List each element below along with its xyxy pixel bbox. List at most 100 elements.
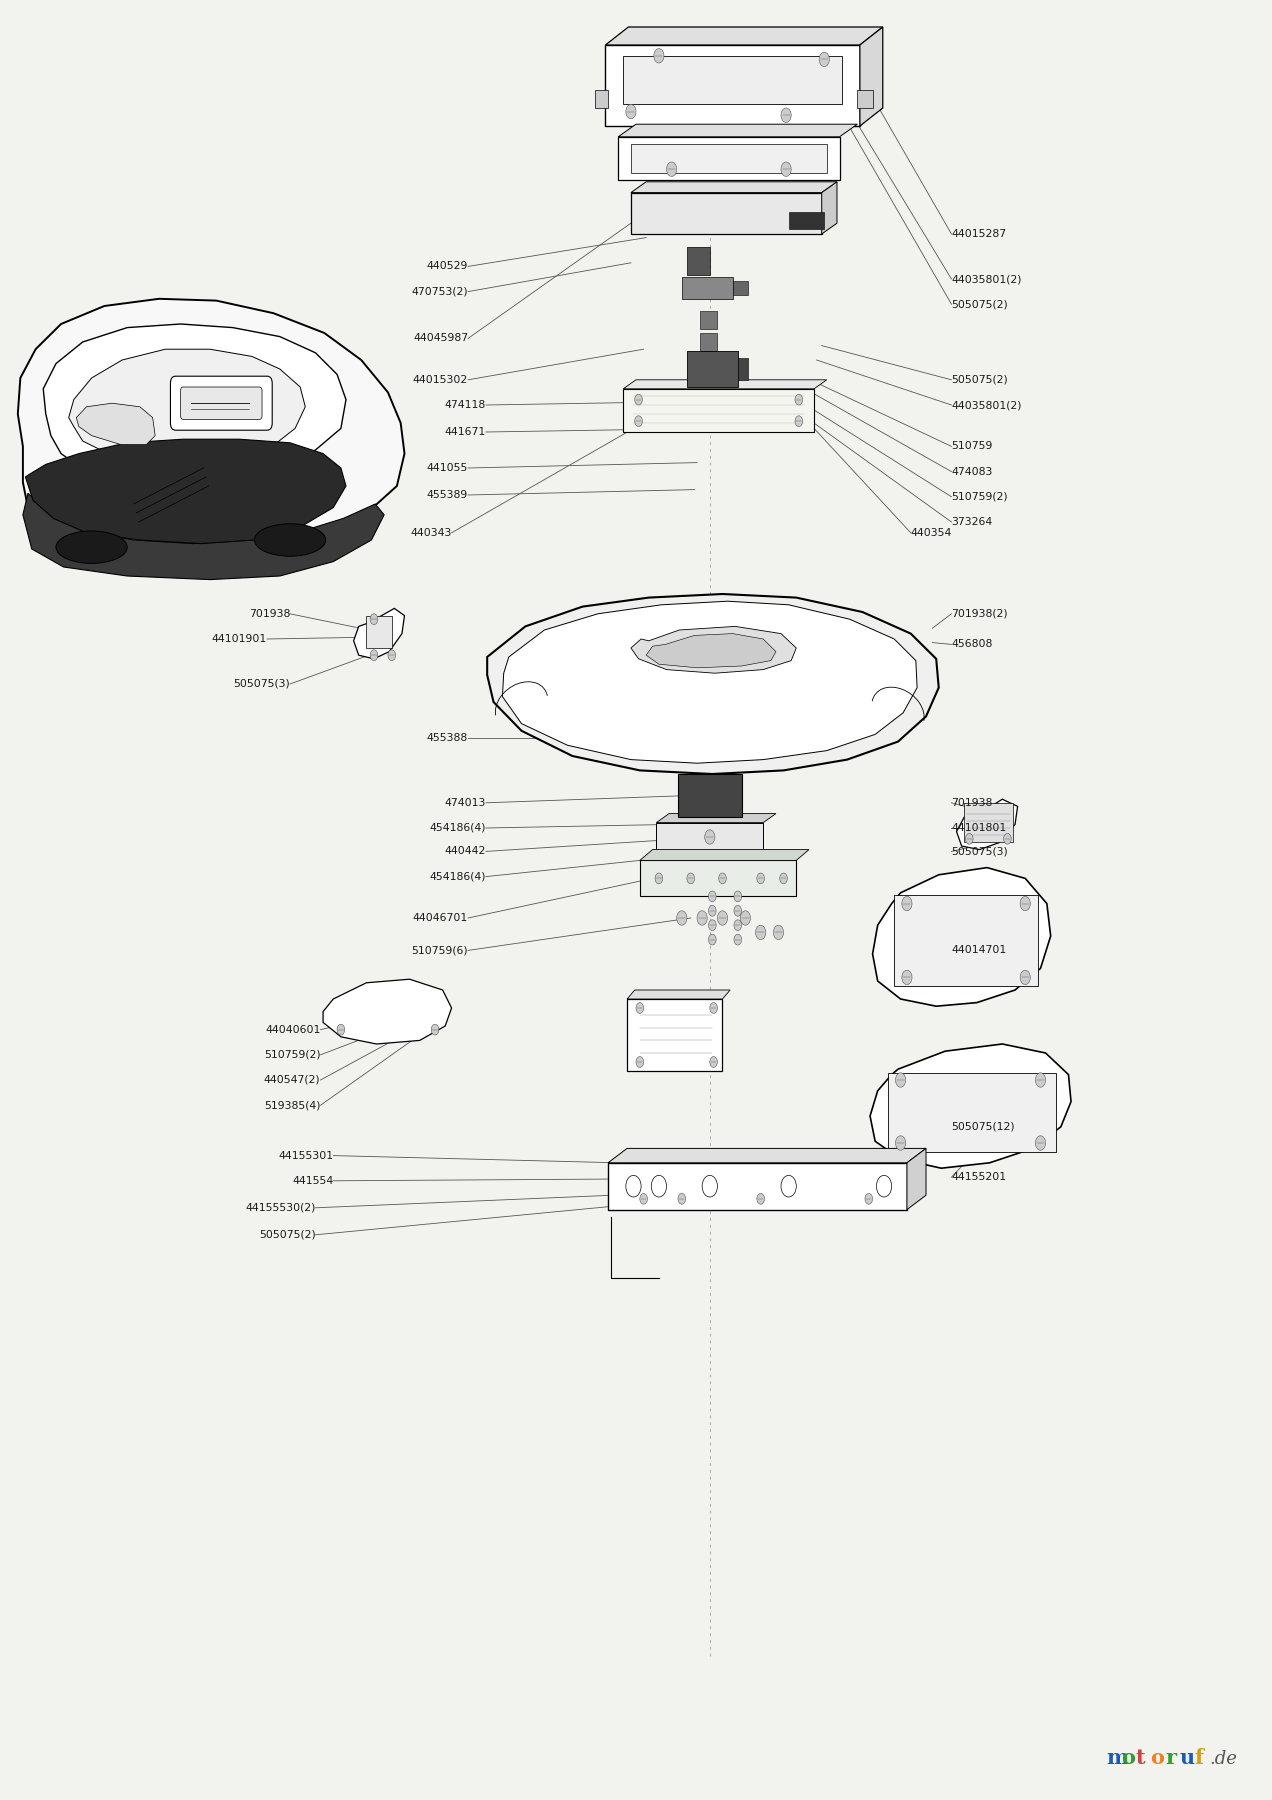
Circle shape <box>636 1003 644 1013</box>
Polygon shape <box>631 182 837 193</box>
Text: 454186(4): 454186(4) <box>430 823 486 833</box>
Text: 44101901: 44101901 <box>212 634 267 644</box>
Text: 505075(2): 505075(2) <box>951 299 1009 310</box>
Text: 44155301: 44155301 <box>279 1150 333 1161</box>
Circle shape <box>780 873 787 884</box>
Text: 455389: 455389 <box>427 490 468 500</box>
Circle shape <box>337 1024 345 1035</box>
Circle shape <box>717 911 728 925</box>
Text: 701938: 701938 <box>248 608 290 619</box>
Text: 44015302: 44015302 <box>413 374 468 385</box>
Circle shape <box>370 614 378 625</box>
Circle shape <box>651 1175 667 1197</box>
Text: 470753(2): 470753(2) <box>411 286 468 297</box>
Text: .de: .de <box>1208 1750 1236 1768</box>
Circle shape <box>710 1003 717 1013</box>
Circle shape <box>687 873 695 884</box>
Polygon shape <box>789 212 824 229</box>
Polygon shape <box>700 333 717 351</box>
Text: 44035801(2): 44035801(2) <box>951 274 1021 284</box>
Circle shape <box>795 416 803 427</box>
Polygon shape <box>627 999 722 1071</box>
Text: 510759(6): 510759(6) <box>411 945 468 956</box>
Circle shape <box>677 911 687 925</box>
Circle shape <box>370 650 378 661</box>
Circle shape <box>740 911 750 925</box>
Circle shape <box>697 911 707 925</box>
Text: 44040601: 44040601 <box>265 1024 321 1035</box>
Text: 44046701: 44046701 <box>413 913 468 923</box>
FancyBboxPatch shape <box>170 376 272 430</box>
Circle shape <box>1035 1136 1046 1150</box>
Circle shape <box>865 1193 873 1204</box>
Circle shape <box>626 1175 641 1197</box>
Text: t: t <box>1136 1748 1146 1768</box>
Circle shape <box>734 905 742 916</box>
Polygon shape <box>964 803 1013 842</box>
Circle shape <box>709 891 716 902</box>
Polygon shape <box>640 860 796 896</box>
Text: 505075(2): 505075(2) <box>258 1229 315 1240</box>
Text: 441554: 441554 <box>293 1175 333 1186</box>
Circle shape <box>431 1024 439 1035</box>
Text: 44035801(2): 44035801(2) <box>951 400 1021 410</box>
Text: 440343: 440343 <box>410 527 452 538</box>
Text: 440547(2): 440547(2) <box>263 1075 321 1085</box>
Polygon shape <box>608 1148 926 1163</box>
Circle shape <box>1020 970 1030 985</box>
Polygon shape <box>631 193 822 234</box>
Circle shape <box>1020 896 1030 911</box>
Text: 440529: 440529 <box>426 261 468 272</box>
Circle shape <box>895 1136 906 1150</box>
Circle shape <box>819 52 829 67</box>
Circle shape <box>781 108 791 122</box>
Circle shape <box>702 1175 717 1197</box>
Circle shape <box>640 1193 647 1204</box>
Circle shape <box>757 1193 764 1204</box>
Polygon shape <box>608 1163 907 1210</box>
Polygon shape <box>323 979 452 1044</box>
Text: 510759(2): 510759(2) <box>263 1049 321 1060</box>
Circle shape <box>757 873 764 884</box>
Polygon shape <box>873 868 1051 1006</box>
Polygon shape <box>894 895 1038 986</box>
Text: 441671: 441671 <box>445 427 486 437</box>
Text: 44101801: 44101801 <box>951 823 1006 833</box>
Polygon shape <box>656 823 763 851</box>
Polygon shape <box>700 311 717 329</box>
Circle shape <box>734 891 742 902</box>
Ellipse shape <box>254 524 326 556</box>
Polygon shape <box>354 608 404 659</box>
Polygon shape <box>23 493 384 580</box>
Circle shape <box>719 873 726 884</box>
Circle shape <box>654 49 664 63</box>
Polygon shape <box>738 358 748 380</box>
Polygon shape <box>618 137 840 180</box>
Circle shape <box>895 1073 906 1087</box>
Circle shape <box>1004 833 1011 844</box>
Circle shape <box>705 830 715 844</box>
Text: 44155530(2): 44155530(2) <box>245 1202 315 1213</box>
Polygon shape <box>656 814 776 823</box>
Polygon shape <box>69 349 305 464</box>
Polygon shape <box>623 56 842 104</box>
Polygon shape <box>860 27 883 126</box>
Circle shape <box>388 650 396 661</box>
Polygon shape <box>822 182 837 234</box>
Polygon shape <box>76 403 155 445</box>
Circle shape <box>781 162 791 176</box>
Text: 44015287: 44015287 <box>951 229 1006 239</box>
Polygon shape <box>640 850 809 860</box>
Polygon shape <box>682 277 733 299</box>
Polygon shape <box>687 247 710 275</box>
Polygon shape <box>627 990 730 999</box>
Circle shape <box>709 920 716 931</box>
Text: 701938(2): 701938(2) <box>951 608 1009 619</box>
Polygon shape <box>907 1148 926 1210</box>
Circle shape <box>756 925 766 940</box>
Circle shape <box>902 970 912 985</box>
Text: 505075(3): 505075(3) <box>233 679 290 689</box>
Circle shape <box>635 394 642 405</box>
Text: 44014701: 44014701 <box>951 945 1006 956</box>
Circle shape <box>734 920 742 931</box>
